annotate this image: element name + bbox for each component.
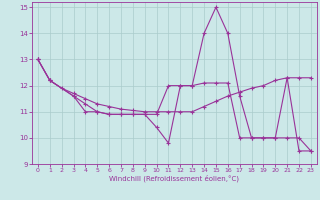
- X-axis label: Windchill (Refroidissement éolien,°C): Windchill (Refroidissement éolien,°C): [109, 175, 239, 182]
